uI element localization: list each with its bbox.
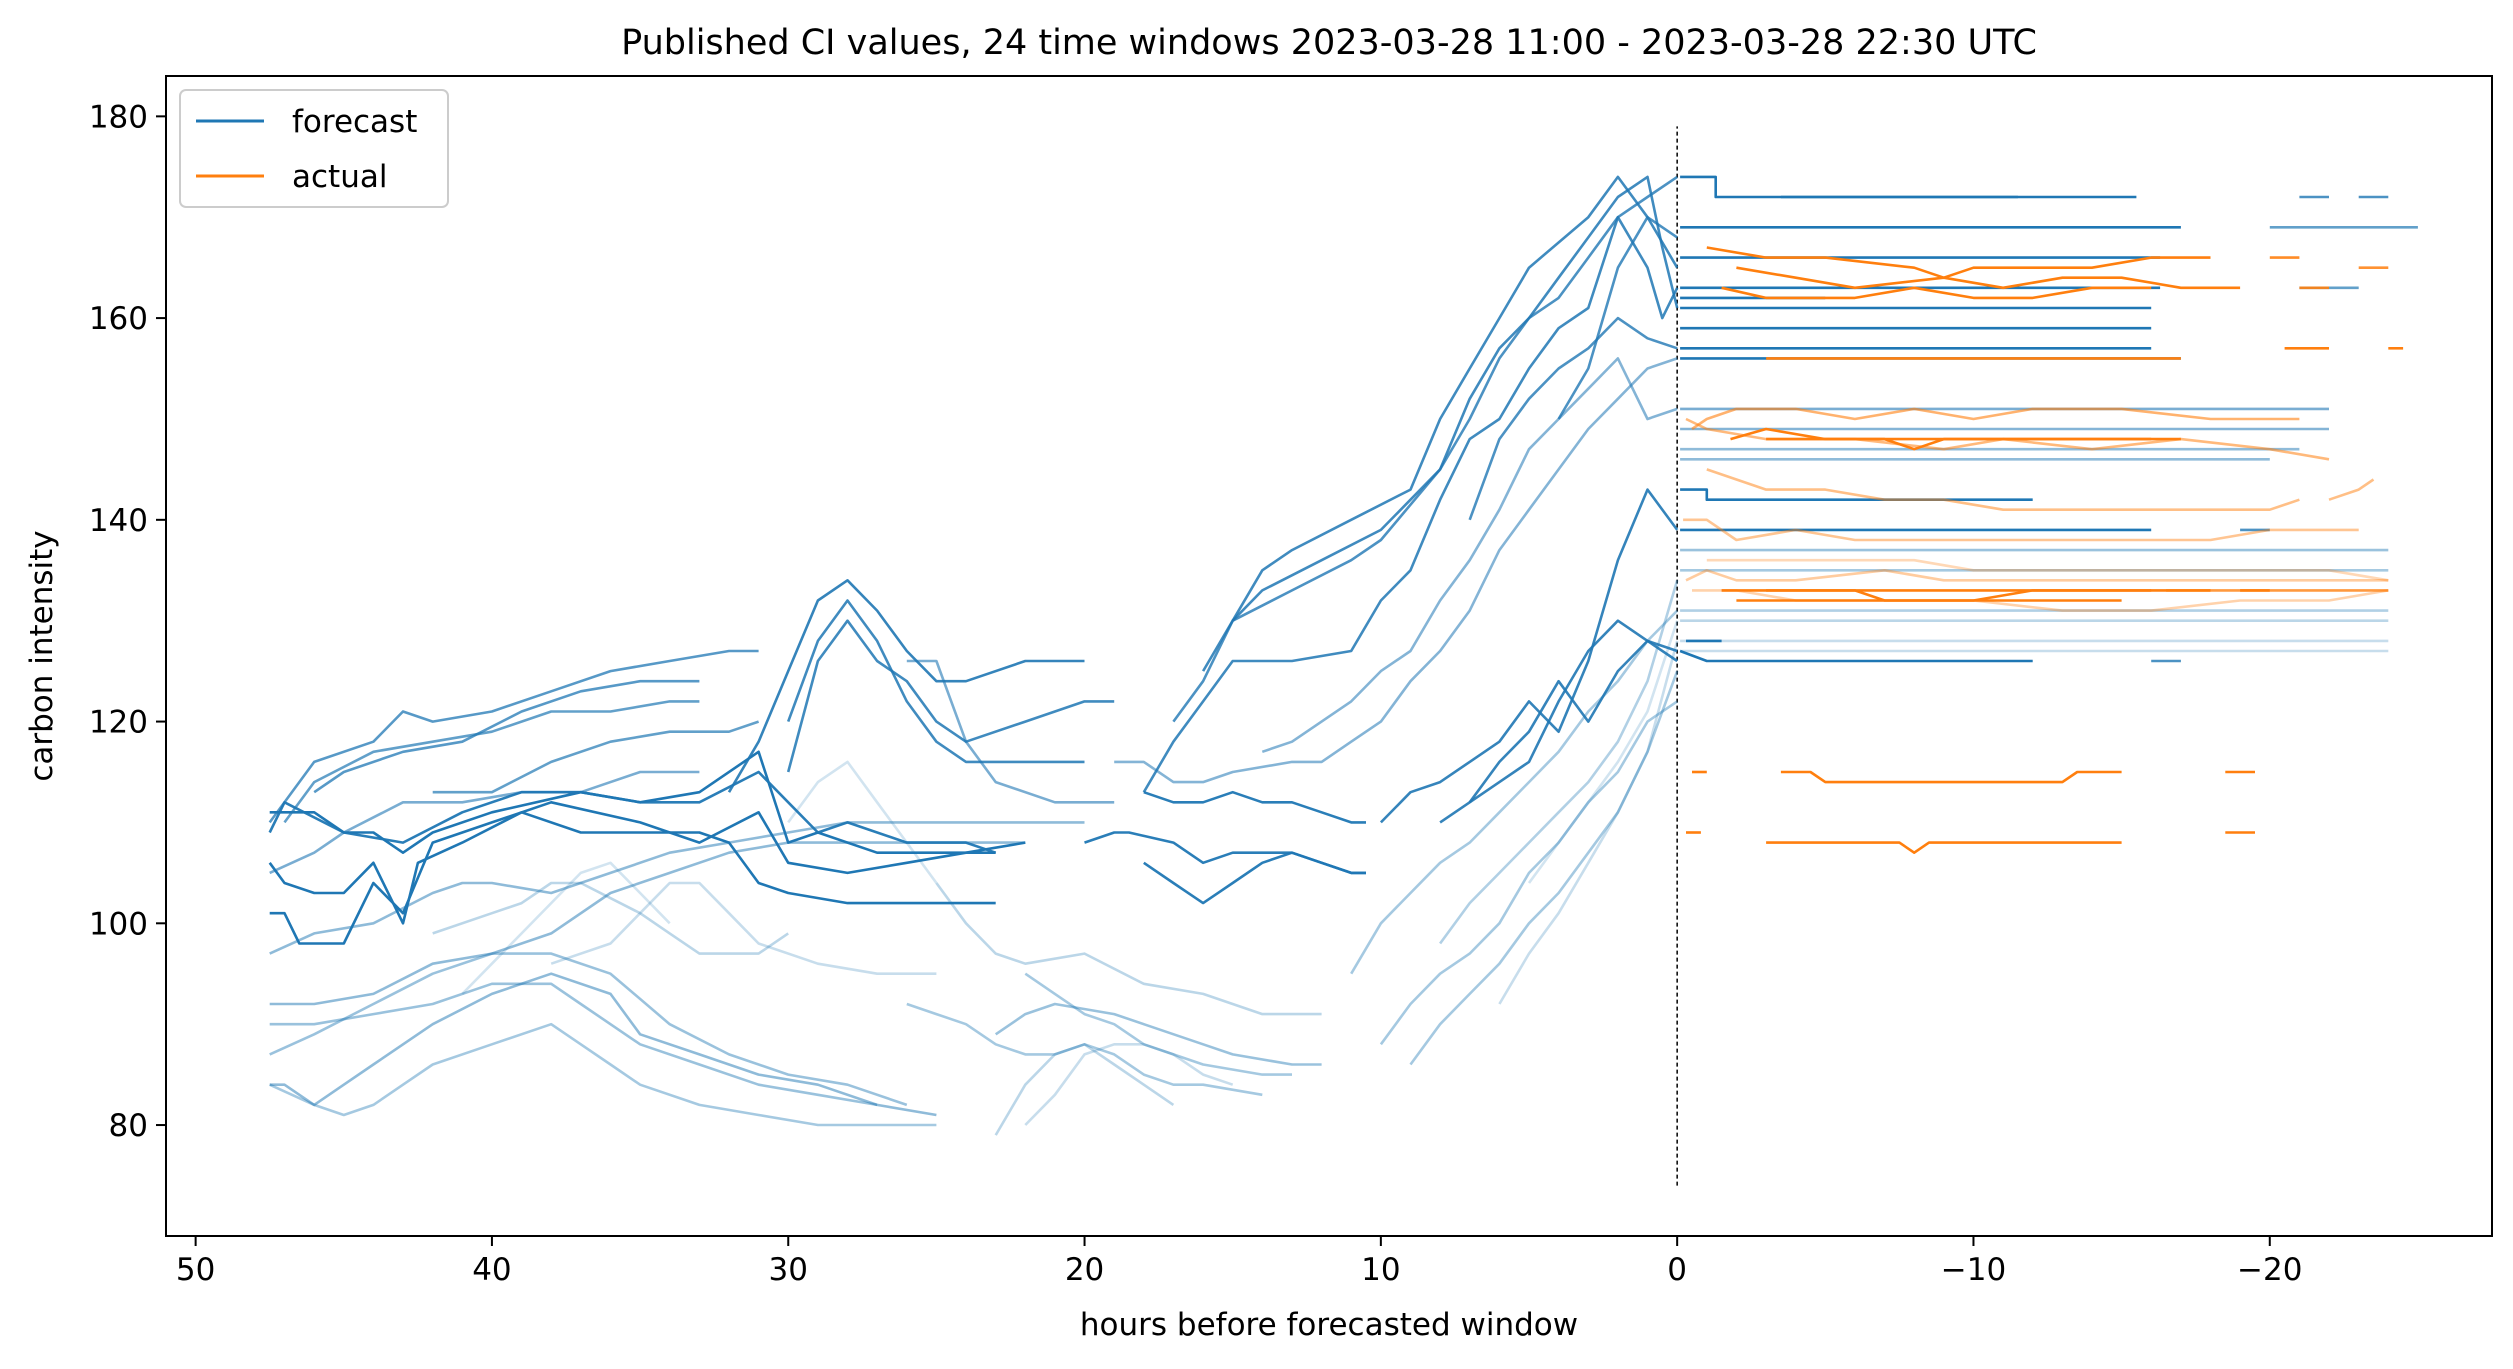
forecast-line [268, 770, 997, 854]
y-axis: 80 100 120 140 160 180 [89, 99, 166, 1144]
actual-line [1685, 568, 2389, 582]
actual-line [1780, 770, 2122, 784]
x-axis: 50 40 30 20 10 0 −10 −20 [176, 1236, 2302, 1288]
actual-line [1706, 558, 2389, 582]
forecast-line [1468, 316, 1678, 521]
forecast-line [1379, 488, 1679, 824]
legend-actual-label: actual [292, 159, 387, 195]
y-tick-label: 80 [109, 1108, 148, 1144]
forecast-line [269, 1022, 937, 1127]
actual-line [1736, 266, 2241, 290]
forecast-line [1680, 488, 2033, 502]
y-tick-label: 180 [89, 99, 148, 135]
legend-box [179, 89, 449, 208]
forecast-line [269, 982, 878, 1107]
forecast-line [1201, 175, 1679, 672]
forecast-line [727, 578, 1085, 793]
y-axis-label: carbon intensity [24, 530, 60, 781]
x-tick-label: 20 [1065, 1252, 1104, 1288]
forecast-line [906, 1002, 1263, 1097]
actual-line [1736, 589, 2211, 602]
forecast-line [787, 760, 938, 884]
x-tick-label: 40 [472, 1252, 511, 1288]
forecast-line [1527, 620, 1679, 884]
actual-line [1766, 841, 2122, 855]
x-tick-label: 10 [1361, 1252, 1400, 1288]
y-tick-label: 160 [89, 301, 148, 337]
actual-line [1683, 518, 2359, 542]
forecast-line [461, 861, 671, 995]
forecast-line [786, 599, 1085, 764]
forecast-line [550, 881, 937, 976]
actual-line [1691, 407, 2300, 431]
x-tick-label: 30 [769, 1252, 808, 1288]
y-tick-label: 120 [89, 705, 148, 741]
forecast-line [1379, 700, 1678, 1046]
forecast-line [268, 649, 759, 824]
forecast-line [1409, 670, 1679, 1066]
forecast-line [269, 952, 908, 1107]
forecast-line [1114, 357, 1678, 784]
x-tick-label: 0 [1667, 1252, 1687, 1288]
forecast-line [786, 619, 1115, 773]
forecast-line [269, 841, 1026, 1006]
forecast-line [1557, 215, 1678, 420]
forecast-line [1231, 175, 1679, 622]
forecast-line [283, 700, 700, 824]
forecast-line [269, 972, 937, 1117]
actual-line [1706, 246, 2211, 280]
x-tick-label: −10 [1941, 1252, 2006, 1288]
forecast-line [1468, 639, 1678, 804]
forecast-line [994, 1002, 1322, 1066]
forecast-line [1142, 215, 1679, 793]
legend: forecast actual [179, 89, 449, 208]
legend-forecast-label: forecast [292, 104, 417, 140]
forecast-line [432, 881, 789, 955]
forecast-line [994, 1043, 1175, 1136]
y-tick-label: 100 [89, 906, 148, 942]
forecast-line [1350, 609, 1679, 975]
x-tick-label: −20 [2237, 1252, 2302, 1288]
forecast-line [432, 720, 760, 794]
forecast-line [1439, 619, 1678, 824]
x-axis-label: hours before forecasted window [1080, 1307, 1578, 1343]
forecast-line [1498, 640, 1679, 1005]
forecast-line [268, 810, 996, 925]
forecast-line [269, 821, 1085, 955]
actual-line [1721, 286, 2152, 300]
actual-line [1706, 468, 2300, 512]
forecast-line [1084, 831, 1366, 875]
forecast-line [1679, 649, 2033, 663]
x-tick-label: 50 [176, 1252, 215, 1288]
forecast-line [935, 882, 1322, 1016]
forecast-line [313, 679, 700, 794]
plot-frame [165, 75, 2493, 1237]
y-tick-label: 140 [89, 503, 148, 539]
forecast-line [269, 800, 1026, 945]
forecast-line [1024, 972, 1292, 1076]
actual-line [2328, 478, 2375, 501]
forecast-line [1261, 357, 1678, 754]
forecast-line [1024, 1043, 1234, 1126]
chart-title: Published CI values, 24 time windows 202… [621, 23, 2037, 63]
forecast-line [269, 770, 700, 875]
forecast-line [1172, 175, 1678, 723]
forecast-line [1143, 790, 1366, 824]
forecast-line [906, 659, 1115, 804]
actual-line [1692, 589, 2389, 612]
actual-line [1685, 417, 2330, 461]
forecast-line [1439, 579, 1679, 945]
